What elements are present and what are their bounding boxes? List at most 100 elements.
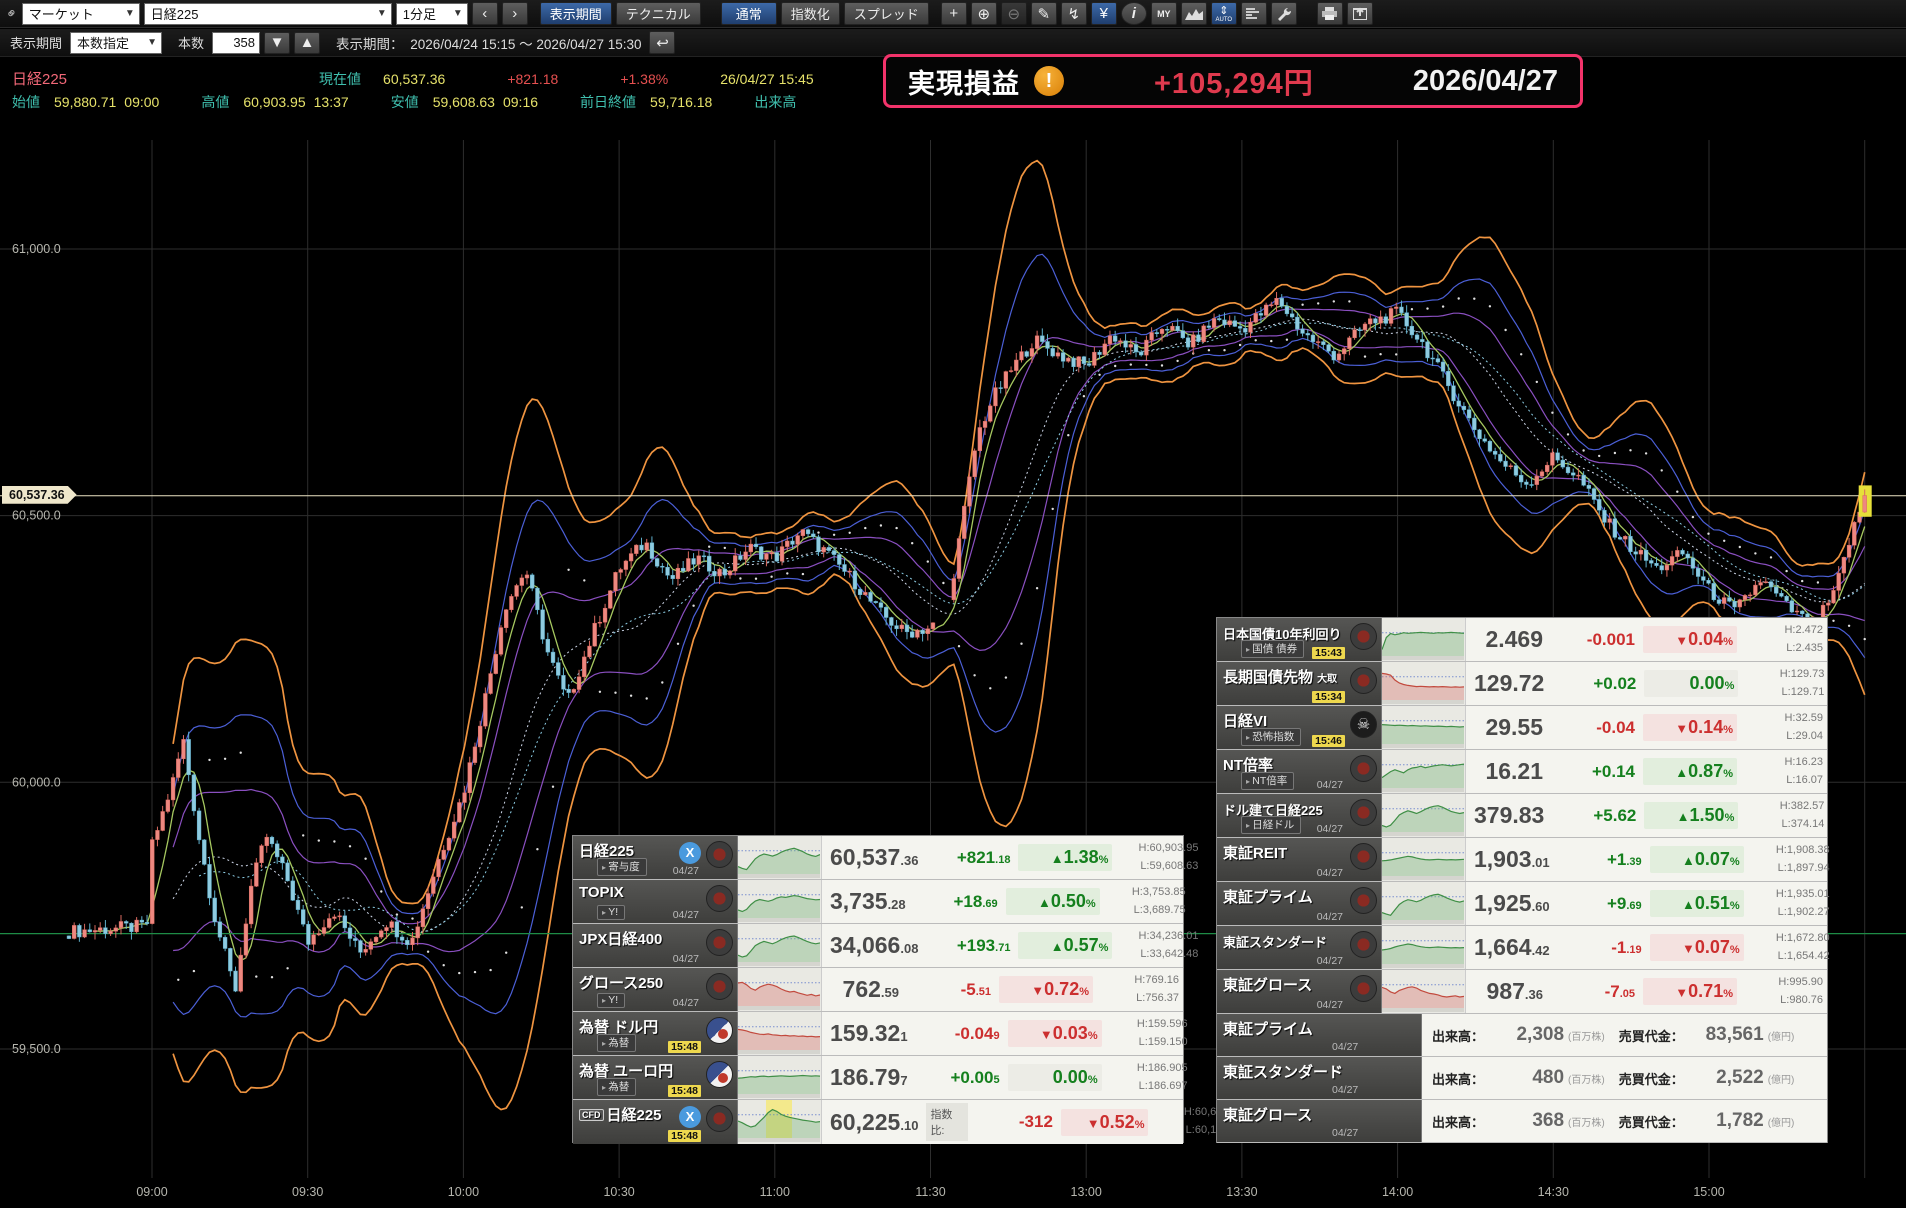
quote-row[interactable]: 東証REIT 04/27 1,903.01 +1.39 ▲0.07% H:1,908.38… — [1217, 838, 1830, 882]
quote-row[interactable]: JPX日経400 04/27 34,066.08 +193.71 ▲0.57% H:34,… — [573, 924, 1198, 968]
technical-button[interactable]: テクニカル — [615, 2, 701, 25]
record-icon[interactable] — [1350, 667, 1377, 694]
usdjpy-flag-icon[interactable] — [706, 1061, 733, 1088]
settings-wrench-icon[interactable] — [1270, 2, 1297, 25]
record-icon[interactable] — [1350, 623, 1377, 650]
record-icon[interactable] — [706, 885, 733, 912]
quote-sparkline-cell[interactable] — [1382, 750, 1466, 793]
quote-row[interactable]: 為替 ユーロ円為替 15:48 186.797 +0.005 0.00% H:186.90… — [573, 1056, 1188, 1100]
trend-tool-icon[interactable]: ↯ — [1060, 2, 1087, 25]
quote-row[interactable]: 東証スタンダード 04/27 1,664.42 -1.19 ▼0.07% H:1,672.… — [1217, 926, 1830, 970]
record-icon[interactable] — [1350, 975, 1377, 1002]
count-spin-up[interactable]: ▲ — [294, 31, 321, 54]
volume-values: 出来高： 2,308 (百万株) 売買代金： 83,561 (億円) — [1422, 1014, 1827, 1056]
market-select[interactable]: マーケット ▼ — [21, 2, 140, 25]
count-input[interactable] — [212, 31, 261, 54]
quote-sub-button[interactable]: Y! — [597, 905, 626, 920]
yen-axis-icon[interactable]: ¥ — [1090, 2, 1117, 25]
quote-row[interactable]: TOPIX Y! 04/27 3,735.28 +18.69 ▲0.50% H:3,753.… — [573, 880, 1186, 924]
quote-row[interactable]: NT倍率NT倍率 04/27 16.21 +0.14 ▲0.87% H:16.23L:16… — [1217, 750, 1827, 794]
quote-sparkline-cell[interactable] — [1382, 794, 1466, 837]
quote-sparkline-cell[interactable] — [738, 968, 822, 1011]
auto-scale-icon[interactable]: ⇕ AUTO — [1210, 2, 1237, 25]
x-social-icon[interactable]: X — [679, 842, 701, 864]
print-icon[interactable] — [1316, 2, 1343, 25]
zoom-out-icon[interactable]: ⊖ — [1000, 2, 1027, 25]
volume-profile-icon[interactable] — [1240, 2, 1267, 25]
quote-row[interactable]: 日経VI恐怖指数 15:46 ☠ 29.55 -0.04 ▼0.14% H:32.59L:2… — [1217, 706, 1827, 750]
volume-row[interactable]: 東証グロース 04/27 出来高： 368 (百万株) 売買代金： 1,782 (億円) — [1217, 1100, 1827, 1143]
quote-sparkline-cell[interactable] — [1382, 706, 1466, 749]
quote-sparkline-cell[interactable] — [1382, 970, 1466, 1013]
record-icon[interactable] — [706, 1105, 733, 1132]
record-icon[interactable] — [1350, 843, 1377, 870]
symbol-select[interactable]: 日経225 ▼ — [143, 2, 392, 25]
count-mode-select[interactable]: 本数指定 ▼ — [70, 31, 163, 54]
quote-sparkline-cell[interactable] — [1382, 618, 1466, 661]
quote-sub-button[interactable]: 為替 — [597, 1034, 637, 1052]
indexize-button[interactable]: 指数化 — [780, 2, 840, 25]
quote-sparkline-cell[interactable] — [738, 1012, 822, 1055]
mountain-chart-icon[interactable] — [1180, 2, 1207, 25]
quote-high-low: H:3,753.85 L:3,689.75 — [1131, 885, 1186, 916]
spread-button[interactable]: スプレッド — [843, 2, 929, 25]
x-social-icon[interactable]: X — [679, 1106, 701, 1128]
volume-row[interactable]: 東証プライム 04/27 出来高： 2,308 (百万株) 売買代金： 83,561 (億円) — [1217, 1014, 1827, 1057]
quote-sparkline-cell[interactable] — [1382, 838, 1466, 881]
record-icon[interactable] — [1350, 887, 1377, 914]
my-settings-icon[interactable]: MY — [1150, 2, 1177, 25]
usdjpy-flag-icon[interactable] — [706, 1017, 733, 1044]
quote-sub-button[interactable]: 為替 — [597, 1078, 637, 1096]
next-button[interactable]: › — [501, 2, 528, 25]
link-icon[interactable]: ⚭ — [1, 3, 22, 23]
quote-row[interactable]: 東証プライム 04/27 1,925.60 +9.69 ▲0.51% H:1,935.01… — [1217, 882, 1830, 926]
quote-sparkline-cell[interactable] — [738, 924, 822, 967]
quote-sub-button[interactable]: 寄与度 — [597, 858, 647, 876]
quote-sub-button[interactable]: 恐怖指数 — [1241, 728, 1302, 746]
quote-row[interactable]: ドル建て日経225日経ドル 04/27 379.83 +5.62 ▲1.50% H:382… — [1217, 794, 1827, 838]
normal-mode-button[interactable]: 通常 — [720, 2, 777, 25]
reaper-icon[interactable]: ☠ — [1350, 711, 1377, 738]
export-window-icon[interactable] — [1346, 2, 1373, 25]
record-icon[interactable] — [706, 841, 733, 868]
draw-pencil-icon[interactable]: ✎ — [1030, 2, 1057, 25]
quote-row[interactable]: 為替 ドル円為替 15:48 159.321 -0.049 ▼0.03% H:159.59… — [573, 1012, 1188, 1056]
info-icon[interactable]: i — [1120, 2, 1147, 25]
sparkline — [738, 924, 820, 966]
quote-sparkline-cell[interactable] — [738, 836, 822, 879]
quote-row[interactable]: 長期国債先物 大取 15:34 129.72 +0.02 0.00% H:129.73 L:… — [1217, 662, 1827, 706]
interval-select[interactable]: 1分足 ▼ — [395, 2, 468, 25]
quote-sparkline-cell[interactable] — [1382, 926, 1466, 969]
record-icon[interactable] — [706, 973, 733, 1000]
quote-sparkline-cell[interactable] — [1382, 662, 1466, 705]
record-icon[interactable] — [1350, 931, 1377, 958]
quote-sparkline-cell[interactable] — [1382, 882, 1466, 925]
quote-row[interactable]: 日本国債10年利回り国債 債券 15:43 2.469 -0.001 ▼0.04% H:2… — [1217, 618, 1827, 662]
quote-row[interactable]: 日経225寄与度 04/27X 60,537.36 +821.18 ▲1.38% H:60… — [573, 836, 1198, 880]
display-period-button[interactable]: 表示期間 — [539, 2, 612, 25]
quote-sub-button[interactable]: 日経ドル — [1241, 816, 1302, 834]
cfd-badge: CFD — [579, 1109, 604, 1121]
record-icon[interactable] — [1350, 799, 1377, 826]
sparkline — [1382, 838, 1464, 880]
quote-row[interactable]: CFD 日経225 15:48 X 60,225.10 指数比: -312 ▼0.52% H:6… — [573, 1100, 1228, 1144]
record-icon[interactable] — [706, 929, 733, 956]
quote-name: NT倍率 — [1223, 757, 1273, 774]
quote-price: 1,925.60 — [1474, 890, 1550, 916]
quote-sparkline-cell[interactable] — [738, 880, 822, 923]
quote-sparkline-cell[interactable] — [738, 1100, 822, 1144]
volume-row[interactable]: 東証スタンダード 04/27 出来高： 480 (百万株) 売買代金： 2,522 (億円) — [1217, 1057, 1827, 1100]
quote-sub-button[interactable]: 国債 債券 — [1241, 640, 1305, 658]
quote-sub-button[interactable]: Y! — [597, 993, 626, 1008]
quote-row[interactable]: グロース250Y! 04/27 762.59 -5.51 ▼0.72% H:769.16L… — [573, 968, 1183, 1012]
warning-icon[interactable]: ! — [1034, 66, 1064, 96]
count-spin-down[interactable]: ▼ — [264, 31, 291, 54]
record-icon[interactable] — [1350, 755, 1377, 782]
prev-button[interactable]: ‹ — [471, 2, 498, 25]
quote-row[interactable]: 東証グロース 04/27 987.36 -7.05 ▼0.71% H:995.90 L:98… — [1217, 970, 1827, 1014]
crosshair-icon[interactable]: + — [940, 2, 967, 25]
quote-sparkline-cell[interactable] — [738, 1056, 822, 1099]
reload-icon[interactable]: ↩ — [649, 31, 676, 54]
zoom-in-icon[interactable]: ⊕ — [970, 2, 997, 25]
quote-sub-button[interactable]: NT倍率 — [1241, 772, 1295, 790]
